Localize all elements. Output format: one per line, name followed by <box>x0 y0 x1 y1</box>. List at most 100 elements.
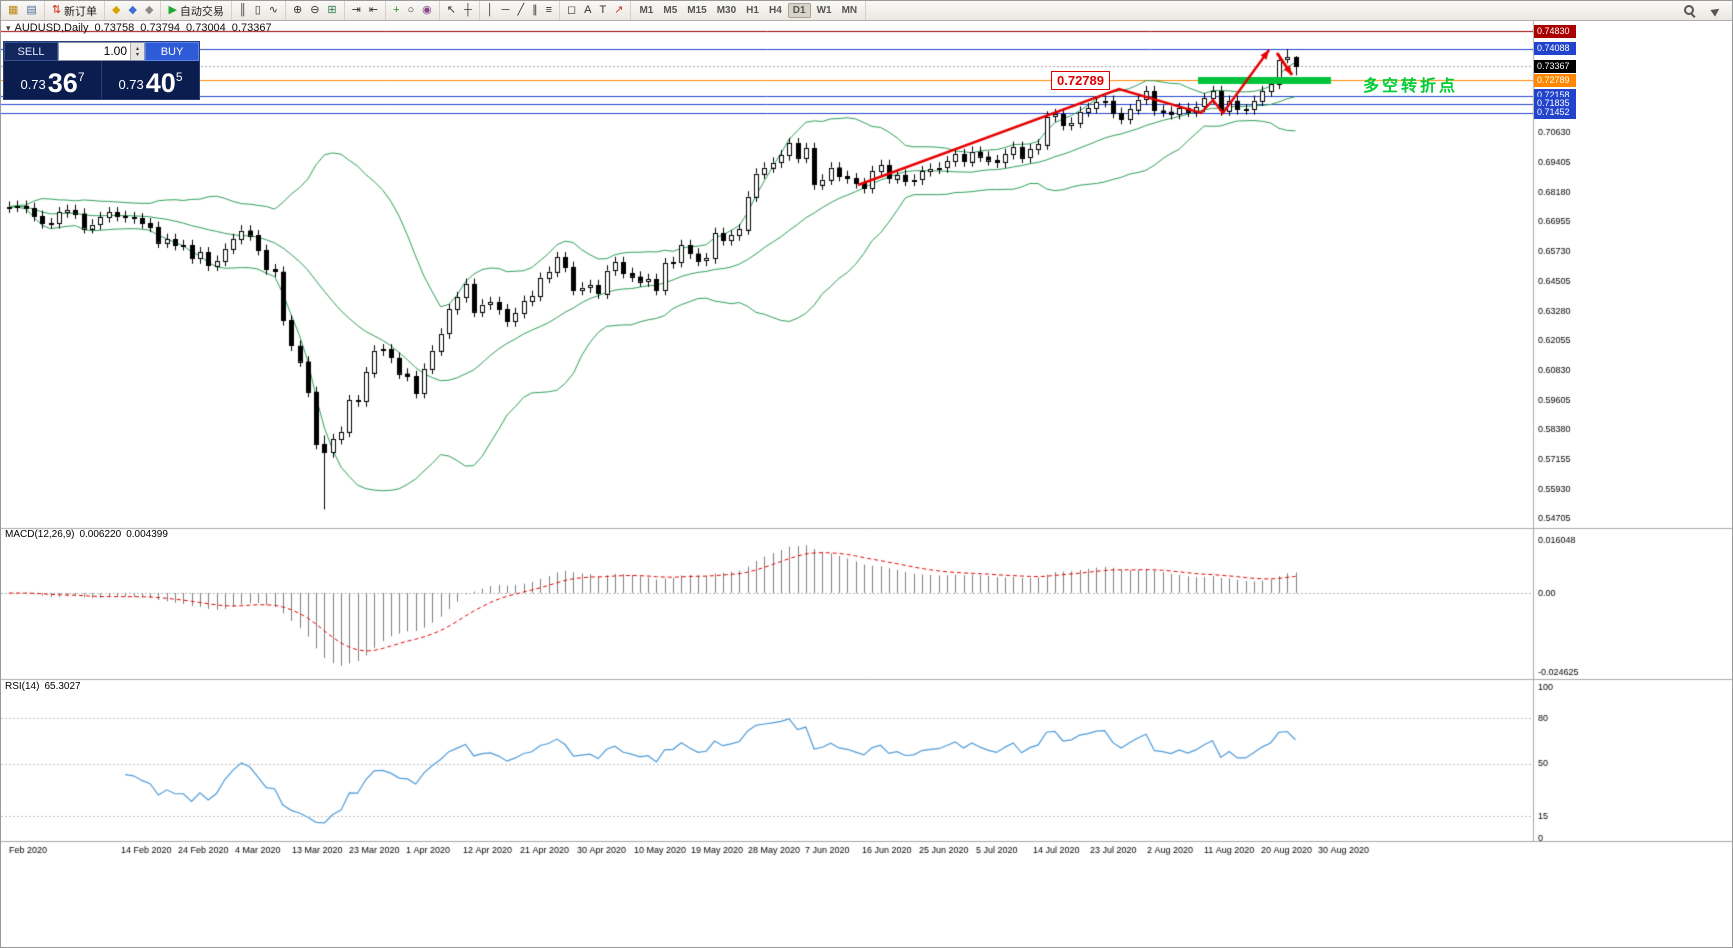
rsi-pane-label: RSI(14) 65.3027 <box>5 681 81 692</box>
timeframe-button-MN[interactable]: MN <box>841 5 858 16</box>
buy-price-point: 5 <box>175 70 183 84</box>
volume-up-icon[interactable]: ▴ <box>135 45 139 52</box>
sell-price-pips: 36 <box>47 67 78 98</box>
new-chart-button[interactable]: ▦ <box>5 4 21 17</box>
profiles-icon: ▤ <box>26 4 37 16</box>
autotrading-button[interactable]: ▶ 自动交易 <box>165 2 226 20</box>
zoom-in-button[interactable]: ⊕ <box>290 4 305 17</box>
timeframe-button-M1[interactable]: M1 <box>639 5 654 16</box>
volume-value: 1.00 <box>103 44 127 58</box>
new-order-button[interactable]: ⇅ 新订单 <box>49 2 100 20</box>
ohlc-low: 0.73004 <box>186 22 226 34</box>
macd-value-main: 0.006220 <box>79 529 122 540</box>
turning-point-label: 多空转折点 <box>1363 78 1459 95</box>
line-chart-button[interactable]: ∿ <box>266 4 281 17</box>
sell-button[interactable]: SELL <box>4 42 58 61</box>
candlestick-chart-button[interactable]: ▯ <box>252 4 264 17</box>
cursor-button[interactable]: ↖ <box>444 4 459 17</box>
autotrading-button-label: 自动交易 <box>179 5 224 18</box>
toolbar: ▦ ▤ ⇅ 新订单 ◆ ◆ ◆ ▶ 自动交易 ║ ▯ ∿ ⊕ ⊖ ⊞ ⇥ ⇤ + ○ ◉ ↖ ┼ │ ─ ╱ ∥ ≡ ◻ A T ↗ M1 M… <box>1 1 1732 21</box>
volume-input[interactable]: 1.00 ▴ ▾ <box>58 42 145 61</box>
channel-button[interactable]: ∥ <box>529 4 541 17</box>
cursor-group: ↖ ┼ <box>440 1 480 20</box>
ohlc-open: 0.73758 <box>94 22 135 34</box>
label-button[interactable]: T <box>597 4 610 17</box>
autotrading-group: ▶ 自动交易 <box>161 1 232 20</box>
auto-scroll-button[interactable]: ⇥ <box>349 4 364 17</box>
toolbar-right <box>1679 3 1732 18</box>
cycles-icon: ○ <box>407 4 415 16</box>
zoom-out-icon: ⊖ <box>310 4 320 16</box>
bar-chart-button[interactable]: ║ <box>236 4 250 17</box>
horizontal-line-button[interactable]: ─ <box>499 4 513 17</box>
chart-shift-button[interactable]: ⇤ <box>366 4 381 17</box>
volume-spinner[interactable]: ▴ ▾ <box>130 43 144 60</box>
cycles-button[interactable]: ○ <box>405 4 418 17</box>
trendline-button[interactable]: ╱ <box>514 4 527 17</box>
tile-windows-button[interactable]: ⊞ <box>324 4 339 17</box>
zoom-out-button[interactable]: ⊖ <box>307 4 322 17</box>
market-watch-icon: ◆ <box>112 4 121 16</box>
macd-value-signal: 0.004399 <box>126 529 168 540</box>
vertical-line-icon: │ <box>486 4 494 16</box>
fibonacci-icon: ≡ <box>545 4 553 16</box>
tile-windows-icon: ⊞ <box>327 4 337 16</box>
timeframe-button-H1[interactable]: H1 <box>746 5 759 16</box>
zoom-group: ⊕ ⊖ ⊞ <box>286 1 345 20</box>
pointer-tool-button[interactable] <box>1709 4 1723 17</box>
search-icon <box>1683 4 1696 17</box>
profiles-button[interactable]: ▤ <box>23 4 39 17</box>
shapes-icon: ◻ <box>567 4 577 16</box>
resistance-price-label[interactable]: 0.72789 <box>1051 71 1110 90</box>
chart-header: ▾ AUDUSD,Daily 0.73758 0.73794 0.73004 0… <box>6 22 272 34</box>
buy-price[interactable]: 0.73 40 5 <box>102 61 199 99</box>
fibonacci-button[interactable]: ≡ <box>543 4 555 17</box>
vertical-line-button[interactable]: │ <box>484 4 497 17</box>
line-tools-group: │ ─ ╱ ∥ ≡ <box>480 1 561 20</box>
navigator-icon: ◆ <box>144 4 154 16</box>
data-window-button[interactable]: ◆ <box>126 4 140 17</box>
timeframe-button-M30[interactable]: M30 <box>716 5 737 16</box>
objects-list-button[interactable]: ◉ <box>419 4 435 17</box>
indicators-button[interactable]: + <box>390 4 402 17</box>
volume-down-icon[interactable]: ▾ <box>135 51 139 58</box>
ohlc-close: 0.73367 <box>231 22 272 34</box>
shapes-button[interactable]: ◻ <box>564 4 579 17</box>
chart-menu-icon[interactable]: ▾ <box>6 22 11 33</box>
cursor-icon: ↖ <box>446 4 456 16</box>
toolbar-groups: ▦ ▤ ⇅ 新订单 ◆ ◆ ◆ ▶ 自动交易 ║ ▯ ∿ ⊕ ⊖ ⊞ ⇥ ⇤ + ○ ◉ ↖ ┼ │ ─ ╱ ∥ ≡ ◻ A T ↗ <box>1 1 632 20</box>
timeframe-button-D1[interactable]: D1 <box>787 3 811 18</box>
sell-price-point: 7 <box>77 70 85 84</box>
timeframe-button-W1[interactable]: W1 <box>816 5 832 16</box>
price-tag-0.71452: 0.71452 <box>1534 106 1576 119</box>
search-button[interactable] <box>1680 3 1699 18</box>
navigator-button[interactable]: ◆ <box>142 4 156 17</box>
crosshair-button[interactable]: ┼ <box>461 4 475 17</box>
price-chart[interactable] <box>1 20 1732 947</box>
timeframe-button-M15[interactable]: M15 <box>687 5 707 16</box>
indicators-icon: + <box>393 4 400 16</box>
objects-list-icon: ◉ <box>422 4 432 16</box>
buy-button[interactable]: BUY <box>145 42 199 61</box>
arrows-icon: ↗ <box>614 4 624 16</box>
bar-chart-icon: ║ <box>238 4 247 16</box>
timeframe-button-H4[interactable]: H4 <box>768 5 782 16</box>
price-tag-0.74088: 0.74088 <box>1534 42 1576 55</box>
object-group: ◻ A T ↗ <box>560 1 632 20</box>
macd-name: MACD(12,26,9) <box>5 529 75 540</box>
new-order-icon: ⇅ <box>51 4 62 16</box>
sell-price-prefix: 0.73 <box>20 77 46 92</box>
sell-price[interactable]: 0.73 36 7 <box>4 61 102 99</box>
arrows-button[interactable]: ↗ <box>611 4 626 17</box>
text-button[interactable]: A <box>581 4 594 17</box>
price-tag-0.72789: 0.72789 <box>1534 74 1576 87</box>
window-group: ▦ ▤ <box>1 1 45 20</box>
autotrading-icon: ▶ <box>168 4 177 16</box>
candlestick-chart-icon: ▯ <box>254 4 261 16</box>
timeframe-button-M5[interactable]: M5 <box>663 5 678 16</box>
horizontal-line-icon: ─ <box>501 4 510 16</box>
panel-group: ◆ ◆ ◆ <box>105 1 162 20</box>
chart-symbol-period: AUDUSD,Daily <box>14 22 89 34</box>
market-watch-button[interactable]: ◆ <box>109 4 123 17</box>
